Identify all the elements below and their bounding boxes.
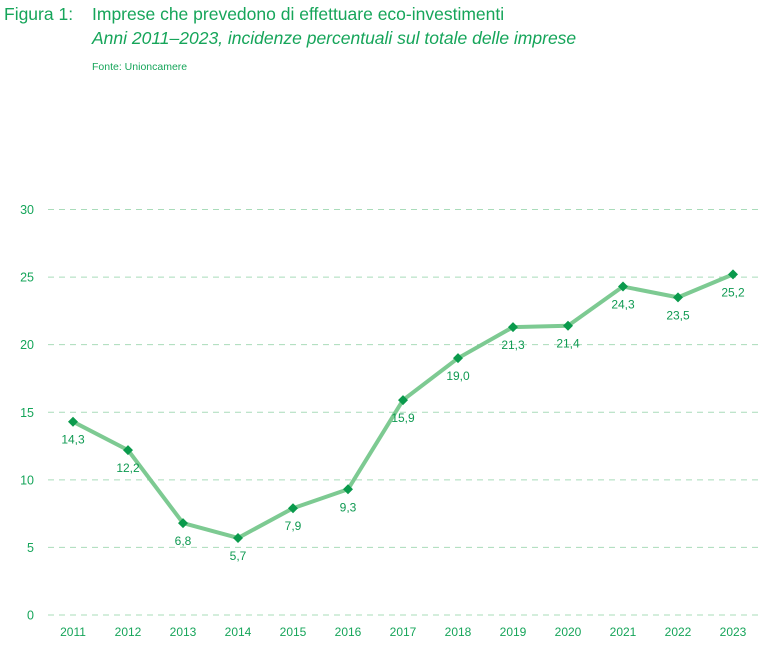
data-point-marker — [618, 281, 628, 292]
data-label: 12,2 — [116, 461, 140, 475]
data-label: 23,5 — [666, 308, 690, 322]
data-label: 6,8 — [175, 534, 192, 548]
x-tick-label: 2011 — [60, 625, 86, 639]
x-tick-label: 2018 — [445, 625, 472, 639]
data-label: 19,0 — [446, 369, 470, 383]
x-tick-label: 2021 — [610, 625, 637, 639]
chart-title: Imprese che prevedono di effettuare eco-… — [92, 4, 505, 24]
series-markers — [68, 269, 738, 543]
data-point-marker — [288, 503, 298, 514]
data-point-marker — [728, 269, 738, 280]
data-point-marker — [123, 445, 133, 456]
data-point-marker — [178, 518, 188, 529]
grid-lines — [48, 209, 758, 616]
data-labels: 14,3 12,2 6,8 5,7 7,9 9,3 15,9 19,0 21,3 21,4 24,3… — [61, 285, 745, 563]
data-point-marker — [233, 532, 243, 543]
figure-label: Figura 1: — [4, 4, 74, 24]
data-label: 9,3 — [340, 500, 357, 514]
series-line — [71, 272, 735, 540]
x-tick-label: 2012 — [115, 625, 142, 639]
data-label: 25,2 — [721, 285, 745, 299]
x-tick-label: 2017 — [390, 625, 417, 639]
data-label: 21,4 — [556, 337, 580, 351]
data-label: 5,7 — [230, 549, 247, 563]
data-point-marker — [508, 322, 518, 333]
data-label: 14,3 — [61, 433, 85, 447]
chart-subtitle: Anni 2011–2023, incidenze percentuali su… — [92, 28, 577, 48]
data-point-marker — [453, 353, 463, 364]
data-label: 21,3 — [501, 338, 525, 352]
chart-source: Fonte: Unioncamere — [92, 61, 188, 73]
x-tick-label: 2013 — [170, 625, 197, 639]
x-tick-label: 2015 — [280, 625, 307, 639]
x-tick-label: 2019 — [500, 625, 527, 639]
data-point-marker — [343, 484, 353, 495]
y-tick-label: 5 — [27, 541, 34, 555]
data-label: 7,9 — [285, 519, 302, 533]
x-tick-label: 2016 — [335, 625, 362, 639]
y-tick-label: 15 — [20, 406, 34, 420]
data-point-marker — [673, 292, 683, 303]
y-tick-label: 30 — [20, 203, 34, 217]
x-tick-label: 2020 — [555, 625, 582, 639]
data-label: 15,9 — [391, 411, 415, 425]
x-axis-ticks: 2011 2012 2013 2014 2015 2016 2017 2018 2019 2020… — [60, 625, 747, 639]
series-line-layer — [71, 272, 735, 540]
x-tick-label: 2014 — [225, 625, 252, 639]
y-tick-label: 10 — [20, 473, 34, 487]
data-label: 24,3 — [611, 298, 635, 312]
y-tick-label: 25 — [20, 271, 34, 285]
x-tick-label: 2023 — [720, 625, 747, 639]
y-tick-label: 0 — [27, 609, 34, 623]
y-tick-label: 20 — [20, 338, 34, 352]
data-point-marker — [68, 416, 78, 427]
x-tick-label: 2022 — [665, 625, 692, 639]
y-axis-ticks: 0 5 10 15 20 25 30 — [20, 203, 34, 623]
data-point-marker — [398, 395, 408, 406]
data-point-marker — [563, 320, 573, 331]
